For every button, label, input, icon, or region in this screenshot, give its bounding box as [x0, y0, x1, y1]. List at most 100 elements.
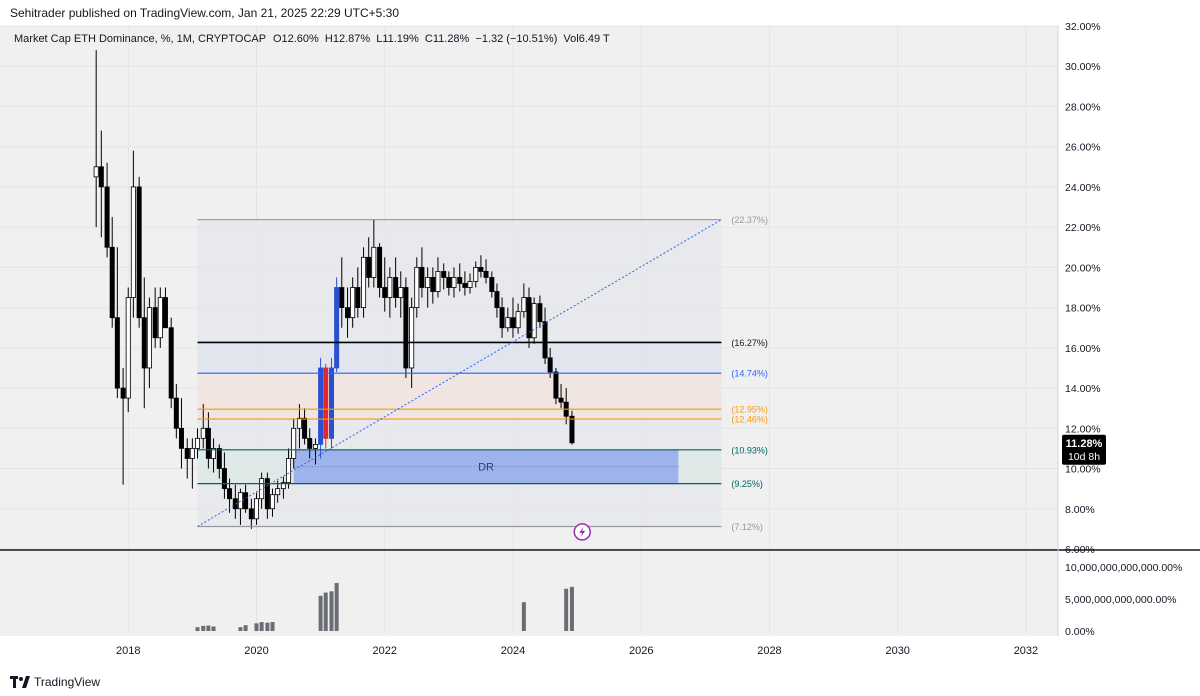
candle-body — [467, 281, 473, 288]
candle-body — [542, 321, 548, 359]
fib-level-label: (14.74%) — [731, 369, 768, 379]
price-tick-label: 16.00% — [1065, 343, 1101, 355]
price-tick-label: 24.00% — [1065, 182, 1101, 194]
candle-body — [243, 492, 249, 510]
candle-body — [184, 448, 190, 459]
candle-body — [136, 186, 142, 319]
last-price-badge — [1062, 434, 1106, 465]
legend-vol-value: 6.49 T — [579, 33, 610, 45]
price-tick-label: 12.00% — [1065, 423, 1101, 435]
candle-body — [441, 271, 447, 278]
price-axis-background — [1058, 26, 1200, 658]
candle-body — [307, 437, 313, 449]
candle-body — [296, 417, 302, 429]
candle-body — [462, 283, 468, 288]
candle-body — [483, 271, 489, 278]
candle-body — [125, 297, 131, 399]
candlesticks — [93, 50, 575, 529]
candle-body — [120, 387, 126, 399]
candle-body — [259, 478, 265, 500]
candle-body — [93, 166, 99, 178]
candle-body — [419, 266, 425, 288]
volume-bar — [569, 586, 574, 631]
time-tick-label: 2024 — [501, 645, 525, 657]
candle-body — [178, 427, 184, 449]
candle-body — [451, 277, 457, 288]
candle-body — [275, 488, 281, 496]
candle-body — [414, 266, 420, 309]
fib-level-label: (22.37%) — [731, 215, 768, 225]
candle-body — [237, 492, 243, 510]
legend-line: Market Cap ETH Dominance, %, 1M, CRYPTOC… — [14, 33, 610, 45]
candle-body — [537, 303, 543, 323]
volume-bar — [243, 625, 248, 631]
chart[interactable]: (22.37%) (16.27%) (14.74%) (12.95%)(12.46%)… — [0, 0, 1200, 668]
price-tick-label: 22.00% — [1065, 222, 1101, 234]
legend-l-label: L — [376, 33, 382, 45]
candle-body — [339, 287, 345, 309]
candle-body — [435, 271, 441, 292]
candle-body — [227, 488, 233, 500]
candle-body — [494, 291, 500, 309]
legend-symbol: Market Cap ETH Dominance, %, 1M, CRYPTOC… — [14, 33, 266, 45]
volume-bar — [323, 592, 328, 631]
time-tick-label: 2020 — [244, 645, 268, 657]
candle-body — [387, 277, 393, 298]
tradingview-logo[interactable]: TradingView — [10, 675, 100, 689]
fib-level-label: (7.12%) — [731, 522, 763, 532]
price-tick-label: 18.00% — [1065, 303, 1101, 315]
candle-body — [377, 246, 383, 288]
candle-body — [98, 166, 104, 188]
fib-level-label: (10.93%) — [731, 445, 768, 455]
legend-change: −1.32 (−10.51%) — [475, 33, 557, 45]
candle-body — [146, 307, 152, 369]
time-tick-label: 2030 — [885, 645, 909, 657]
candle-body — [446, 277, 452, 288]
legend-c-label: C — [425, 33, 433, 45]
candle-body — [547, 357, 553, 373]
volume-tick-label: 10,000,000,000,000.00% — [1065, 562, 1182, 574]
fib-level-label: (9.25%) — [731, 479, 763, 489]
legend-l-value: 11.19% — [382, 33, 419, 45]
lightning-icon-bolt — [579, 526, 586, 537]
price-tick-label: 14.00% — [1065, 383, 1101, 395]
candle-body — [505, 317, 511, 329]
dr-zone-label: DR — [478, 462, 494, 474]
legend-h-label: H — [325, 33, 333, 45]
time-axis-background — [0, 636, 1200, 668]
candle-body — [457, 277, 463, 284]
volume-bar — [329, 591, 334, 631]
candle-body — [291, 427, 297, 459]
time-tick-label: 2028 — [757, 645, 781, 657]
volume-bar — [206, 625, 211, 631]
candle-body — [162, 297, 168, 329]
volume-tick-label: 5,000,000,000,000.00% — [1065, 594, 1177, 606]
candle-body — [211, 448, 217, 459]
volume-bar — [318, 595, 323, 631]
fib-diagonal — [197, 219, 722, 527]
candle-body — [382, 287, 388, 298]
candle-body — [302, 417, 308, 439]
candle-body — [248, 508, 254, 520]
candle-body — [280, 482, 286, 490]
price-tick-label: 26.00% — [1065, 142, 1101, 154]
volume-bar — [238, 627, 243, 631]
candle-body — [398, 287, 404, 298]
time-tick-label: 2018 — [116, 645, 140, 657]
time-tick-label: 2026 — [629, 645, 653, 657]
candle-body — [345, 307, 351, 319]
candle-body — [334, 287, 340, 369]
candle-body — [130, 186, 136, 298]
candle-body — [478, 266, 484, 272]
candle-body — [366, 256, 372, 278]
candle-body — [173, 397, 179, 429]
last-price-value: 11.28% — [1066, 438, 1103, 450]
header-bar: Sehitrader published on TradingView.com,… — [0, 0, 1200, 26]
candle-body — [109, 246, 115, 319]
candle-body — [141, 317, 147, 369]
candle-body — [318, 367, 324, 445]
candle-body — [489, 277, 495, 292]
fib-level-label: (16.27%) — [731, 338, 768, 348]
candle-body — [515, 311, 521, 329]
lightning-bolt-icon — [573, 523, 591, 541]
